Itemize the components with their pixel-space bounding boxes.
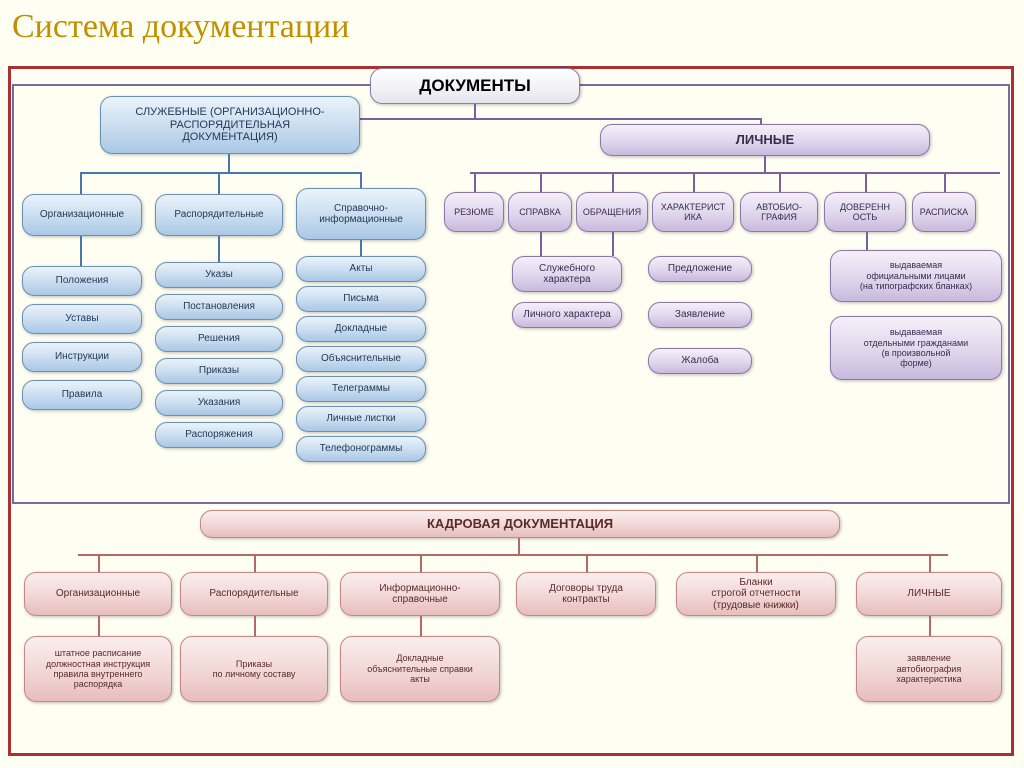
hr-sub-5: заявление автобиография характеристика (856, 636, 1002, 702)
conn (98, 616, 100, 636)
personal-type-2: ОБРАЩЕНИЯ (576, 192, 648, 232)
conn (612, 232, 614, 256)
obr-sub-1: Заявление (648, 302, 752, 328)
conn (80, 172, 360, 174)
sprav-item-5: Личные листки (296, 406, 426, 432)
conn (540, 232, 542, 256)
dover-sub-1: выдаваемая отдельными гражданами (в прои… (830, 316, 1002, 380)
spravka-sub-1: Личного характера (512, 302, 622, 328)
hr-col-3: Договоры труда контракты (516, 572, 656, 616)
hr-sub-2: Докладные объяснительные справки акты (340, 636, 500, 702)
personal-type-5: ДОВЕРЕНН ОСТЬ (824, 192, 906, 232)
conn (756, 554, 758, 572)
conn (420, 554, 422, 572)
hr-col-5: ЛИЧНЫЕ (856, 572, 1002, 616)
conn (540, 172, 542, 192)
conn (866, 232, 868, 250)
obr-sub-0: Предложение (648, 256, 752, 282)
sprav-item-2: Докладные (296, 316, 426, 342)
official-header: СЛУЖЕБНЫЕ (ОРГАНИЗАЦИОННО- РАСПОРЯДИТЕЛЬ… (100, 96, 360, 154)
conn (80, 236, 82, 266)
rasp-item-5: Распоряжения (155, 422, 283, 448)
conn (474, 104, 476, 118)
hr-sub-1: Приказы по личному составу (180, 636, 328, 702)
sprav-item-4: Телеграммы (296, 376, 426, 402)
conn (254, 554, 256, 572)
conn (80, 172, 82, 194)
personal-type-1: СПРАВКА (508, 192, 572, 232)
rasp-item-1: Постановления (155, 294, 283, 320)
conn (470, 172, 1000, 174)
conn (360, 240, 362, 256)
conn (779, 172, 781, 192)
hr-sub-0: штатное расписание должностная инструкци… (24, 636, 172, 702)
personal-header: ЛИЧНЫЕ (600, 124, 930, 156)
personal-type-6: РАСПИСКА (912, 192, 976, 232)
personal-type-4: АВТОБИО- ГРАФИЯ (740, 192, 818, 232)
spravka-sub-0: Служебного характера (512, 256, 622, 292)
conn (764, 156, 766, 172)
official-col-2: Справочно- информационные (296, 188, 426, 240)
conn (218, 172, 220, 194)
dover-sub-0: выдаваемая официальными лицами (на типог… (830, 250, 1002, 302)
root-node: ДОКУМЕНТЫ (370, 68, 580, 104)
sprav-item-6: Телефонограммы (296, 436, 426, 462)
sprav-item-1: Письма (296, 286, 426, 312)
conn (98, 554, 100, 572)
conn (865, 172, 867, 192)
conn (218, 236, 220, 262)
hr-col-4: Бланки строгой отчетности (трудовые книж… (676, 572, 836, 616)
sprav-item-3: Объяснительные (296, 346, 426, 372)
org-item-1: Уставы (22, 304, 142, 334)
conn (360, 172, 362, 188)
conn (929, 554, 931, 572)
conn (929, 616, 931, 636)
conn (474, 172, 476, 192)
conn (586, 554, 588, 572)
conn (228, 154, 230, 172)
hr-header: КАДРОВАЯ ДОКУМЕНТАЦИЯ (200, 510, 840, 538)
org-item-3: Правила (22, 380, 142, 410)
conn (518, 538, 520, 554)
conn (254, 616, 256, 636)
sprav-item-0: Акты (296, 256, 426, 282)
hr-col-1: Распорядительные (180, 572, 328, 616)
official-col-1: Распорядительные (155, 194, 283, 236)
conn (420, 616, 422, 636)
personal-type-3: ХАРАКТЕРИСТ ИКА (652, 192, 734, 232)
official-col-0: Организационные (22, 194, 142, 236)
org-item-0: Положения (22, 266, 142, 296)
rasp-item-4: Указания (155, 390, 283, 416)
rasp-item-3: Приказы (155, 358, 283, 384)
obr-sub-2: Жалоба (648, 348, 752, 374)
personal-type-0: РЕЗЮМЕ (444, 192, 504, 232)
page-title: Система документации (12, 8, 349, 46)
org-item-2: Инструкции (22, 342, 142, 372)
hr-col-2: Информационно- справочные (340, 572, 500, 616)
conn (944, 172, 946, 192)
hr-col-0: Организационные (24, 572, 172, 616)
rasp-item-2: Решения (155, 326, 283, 352)
conn (612, 172, 614, 192)
conn (760, 118, 762, 124)
conn (693, 172, 695, 192)
conn (78, 554, 948, 556)
rasp-item-0: Указы (155, 262, 283, 288)
